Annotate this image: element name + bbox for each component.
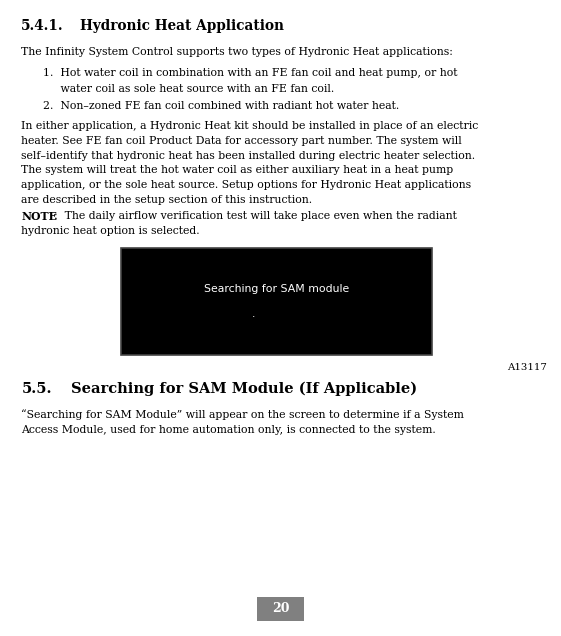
Text: 20: 20	[272, 602, 289, 615]
Text: .: .	[252, 309, 256, 319]
Text: NOTE: NOTE	[21, 211, 57, 222]
Bar	[257, 597, 304, 621]
Text: Searching for SAM module: Searching for SAM module	[204, 284, 349, 294]
Text: A13117: A13117	[507, 363, 547, 371]
Bar	[121, 248, 432, 355]
Text: The Infinity System Control supports two types of Hydronic Heat applications:: The Infinity System Control supports two…	[21, 47, 453, 57]
Text: hydronic heat option is selected.: hydronic heat option is selected.	[21, 226, 200, 237]
Text: water coil as sole heat source with an FE fan coil.: water coil as sole heat source with an F…	[43, 84, 334, 94]
Text: application, or the sole heat source. Setup options for Hydronic Heat applicatio: application, or the sole heat source. Se…	[21, 180, 471, 190]
Text: heater. See FE fan coil Product Data for accessory part number. The system will: heater. See FE fan coil Product Data for…	[21, 136, 462, 146]
Text: self–identify that hydronic heat has been installed during electric heater selec: self–identify that hydronic heat has bee…	[21, 151, 475, 161]
Text: 5.4.1.: 5.4.1.	[21, 19, 64, 33]
Text: 2.  Non–zoned FE fan coil combined with radiant hot water heat.: 2. Non–zoned FE fan coil combined with r…	[43, 101, 399, 111]
Text: “Searching for SAM Module” will appear on the screen to determine if a System: “Searching for SAM Module” will appear o…	[21, 410, 464, 420]
Text: Searching for SAM Module (If Applicable): Searching for SAM Module (If Applicable)	[71, 382, 417, 396]
Text: The system will treat the hot water coil as either auxiliary heat in a heat pump: The system will treat the hot water coil…	[21, 165, 453, 176]
Text: In either application, a Hydronic Heat kit should be installed in place of an el: In either application, a Hydronic Heat k…	[21, 121, 479, 132]
Text: Access Module, used for home automation only, is connected to the system.: Access Module, used for home automation …	[21, 425, 436, 435]
Text: 1.  Hot water coil in combination with an FE fan coil and heat pump, or hot: 1. Hot water coil in combination with an…	[43, 68, 457, 78]
Text: 5.5.: 5.5.	[21, 382, 52, 396]
Text: are described in the setup section of this instruction.: are described in the setup section of th…	[21, 195, 312, 205]
Text: Hydronic Heat Application: Hydronic Heat Application	[80, 19, 284, 33]
Text: :  The daily airflow verification test will take place even when the radiant: : The daily airflow verification test wi…	[54, 211, 457, 221]
